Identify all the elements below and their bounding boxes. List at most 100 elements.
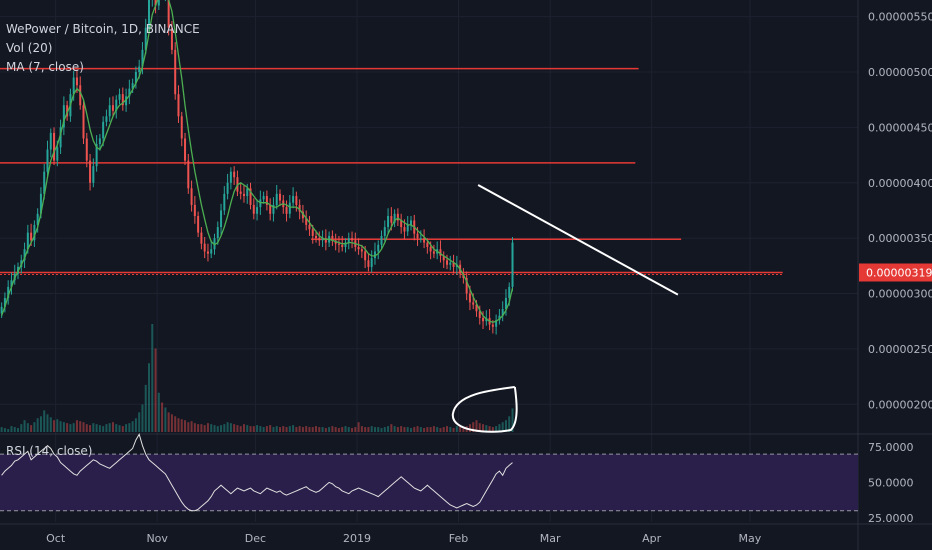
volume-bar [141,404,144,432]
volume-bar [154,348,157,432]
volume-bar [151,324,154,432]
candle-body [295,196,298,205]
candle-body [33,224,36,241]
candle-body [89,160,92,183]
volume-bar [144,384,147,432]
volume-bar [256,425,259,432]
candle-body [311,229,314,236]
candle-body [46,149,49,172]
volume-bar [0,427,3,432]
volume-bar [478,423,481,432]
volume-bar [409,428,412,432]
volume-bar [216,426,219,432]
volume-bar [360,426,363,432]
volume-bar [128,423,131,432]
volume-bar [233,424,236,432]
candle-body [468,293,471,303]
volume-bar [26,423,29,432]
candle-body [3,297,6,307]
candle-body [337,243,340,245]
candle-body [403,227,406,232]
candle-body [72,77,75,95]
candle-body [0,306,3,314]
candle-body [331,235,334,241]
time-tick-label: Nov [146,532,168,545]
volume-bar [508,416,511,432]
volume-bar [468,424,471,432]
candle-body [491,324,494,327]
candle-body [108,105,111,117]
candle-body [26,232,29,250]
candle-body [193,204,196,216]
candle-body [347,238,350,243]
volume-bar [495,426,498,432]
candle-body [226,182,229,194]
volume-bar [164,407,167,432]
volume-bar [387,426,390,432]
volume-bar [72,423,75,432]
volume-bar [108,423,111,432]
volume-bar [229,423,232,432]
volume-bar [298,426,301,432]
chart-title: WePower / Bitcoin, 1D, BINANCE [6,22,200,36]
candle-body [239,191,242,194]
candle-body [220,210,223,228]
volume-bar [472,422,475,432]
price-tick-label: 0.00000550 [868,11,932,24]
volume-bar [43,410,46,432]
volume-bar [491,427,494,432]
volume-bar [504,420,507,432]
candle-body [439,249,442,256]
volume-bar [17,428,20,432]
time-tick-label: Feb [449,532,468,545]
volume-bar [318,427,321,432]
candle-body [66,105,69,117]
trendline-path [477,184,679,296]
volume-bar [213,425,216,432]
candle-body [138,66,141,72]
volume-bar [278,427,281,432]
candle-body [141,49,144,67]
candle-body [111,105,114,111]
volume-bar [354,427,357,432]
volume-bar [246,425,249,432]
candle-body [200,232,203,244]
volume-bar [242,424,245,432]
current-price-label: 0.00000319 [866,266,932,279]
time-tick-label: Apr [642,532,662,545]
candle-body [465,278,468,294]
candle-body [206,251,209,254]
candle-body [242,193,245,197]
volume-bar [488,426,491,432]
volume-bar [357,422,360,432]
volume-bar [265,426,268,432]
volume-bar [157,392,160,432]
volume-bar [331,426,334,432]
candle-body [446,260,449,265]
candle-body [344,242,347,248]
candle-body [285,207,288,214]
candle-body [367,260,370,267]
candle-body [148,0,151,28]
candle-body [102,121,105,139]
candle-body [187,160,190,189]
candle-body [442,255,445,261]
volume-bar [118,425,121,432]
volume-bar [13,427,16,432]
moving-average [0,0,514,323]
candle-body [472,302,475,305]
candle-body [174,49,177,95]
candle-body [292,196,295,203]
volume-bar [184,420,187,432]
volume-bar [262,427,265,432]
candle-body [324,238,327,243]
volume-bar [53,420,56,432]
candle-body [49,132,52,150]
volume-bar [308,427,311,432]
volume-bar [455,426,458,432]
rsi-tick-label: 50.0000 [868,476,914,489]
candle-body [59,127,62,148]
candle-body [262,196,265,200]
candle-body [190,188,193,205]
